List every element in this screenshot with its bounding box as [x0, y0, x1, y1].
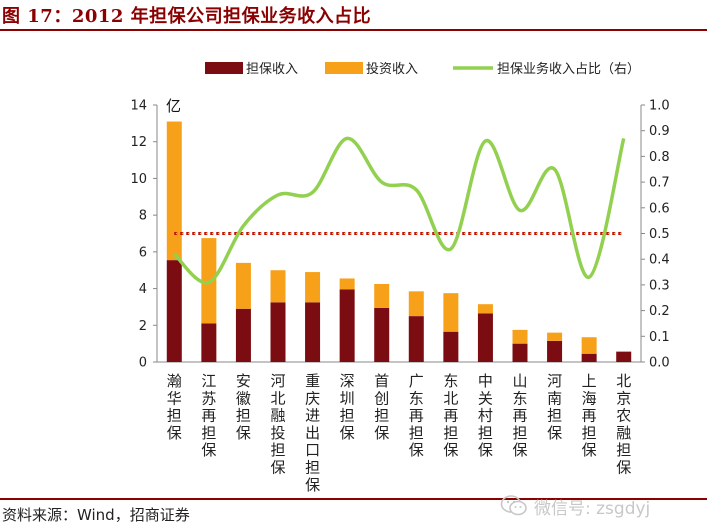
right-tick-label: 0.9 [649, 124, 670, 139]
right-tick-label: 0.5 [649, 227, 670, 242]
legend-label-investment: 投资收入 [366, 61, 418, 77]
bar-guarantee-income [201, 323, 217, 362]
bar-guarantee-income [547, 340, 563, 362]
category-label: 安徽担保 [236, 372, 251, 442]
bar-guarantee-income [339, 289, 355, 362]
bar-investment-income [339, 278, 355, 290]
category-label: 中关村担保 [478, 372, 493, 459]
left-tick-label: 2 [139, 319, 147, 334]
source-divider [0, 498, 707, 500]
left-tick-label: 14 [130, 99, 147, 114]
chart-legend: 担保收入 投资收入 担保业务收入占比（右） [205, 61, 640, 77]
bar-investment-income [616, 350, 632, 352]
category-label: 广东再担保 [409, 372, 424, 459]
bar-guarantee-income [408, 316, 424, 362]
category-label: 首创担保 [374, 372, 389, 442]
bar-guarantee-income [616, 351, 632, 362]
bar-investment-income [166, 121, 182, 261]
right-tick-label: 0.1 [649, 330, 670, 345]
legend-swatch-guarantee [205, 62, 243, 74]
right-tick-label: 0.3 [649, 278, 670, 293]
category-label: 河北融投担保 [270, 372, 285, 477]
chart-bars [166, 121, 632, 362]
watermark-text: 微信号: zsgdyj [534, 498, 651, 519]
category-label: 深圳担保 [340, 372, 355, 442]
ratio-line-group [173, 136, 626, 285]
bar-investment-income [547, 332, 563, 341]
category-label: 河南担保 [547, 372, 562, 442]
bar-investment-income [270, 270, 286, 303]
bar-guarantee-income [443, 331, 459, 362]
title-divider [0, 29, 707, 31]
category-labels: 瀚华担保 江苏再担保 安徽担保 河北融投担保 重庆进出口担保 深圳担保 首创担保 广东再担保 东… [167, 372, 631, 494]
left-tick-label: 0 [139, 356, 147, 371]
right-tick-label: 1.0 [649, 99, 670, 114]
bar-guarantee-income [512, 343, 528, 362]
category-label: 北京农融担保 [616, 372, 631, 477]
right-tick-label: 0.0 [649, 356, 670, 371]
bar-guarantee-income [581, 353, 597, 362]
chart-canvas: 担保收入 投资收入 担保业务收入占比（右） 亿 0 2 4 6 8 10 12 14 0.0 0.… [130, 61, 669, 494]
watermark: 微信号: zsgdyj [500, 486, 705, 526]
category-label: 上海再担保 [582, 372, 597, 459]
bar-investment-income [477, 304, 493, 314]
left-tick-label: 12 [130, 135, 147, 150]
category-label: 重庆进出口担保 [305, 372, 320, 494]
category-label: 东北再担保 [443, 372, 458, 459]
legend-label-ratio: 担保业务收入占比（右） [497, 61, 640, 77]
bar-investment-income [443, 293, 459, 332]
right-tick-label: 0.4 [649, 253, 670, 268]
category-label: 瀚华担保 [167, 372, 182, 442]
wechat-icon [500, 495, 527, 516]
y-unit-label: 亿 [166, 97, 181, 115]
bar-investment-income [374, 283, 390, 308]
bar-guarantee-income [305, 302, 321, 362]
left-tick-label: 4 [139, 282, 147, 297]
category-label: 江苏再担保 [201, 372, 216, 459]
right-tick-label: 0.7 [649, 176, 670, 191]
figure-title: 图 17：2012 年担保公司担保业务收入占比 [2, 6, 372, 27]
chart-axes: 0 2 4 6 8 10 12 14 0.0 0.1 0.2 0.3 0.4 0.5 0.6 0.7 0.8 0.… [130, 99, 669, 371]
legend-swatch-investment [325, 62, 363, 74]
bar-investment-income [512, 329, 528, 344]
right-tick-label: 0.6 [649, 201, 670, 216]
ratio-line [173, 136, 626, 285]
left-tick-label: 8 [139, 209, 147, 224]
left-tick-label: 10 [130, 172, 147, 187]
source-note: 资料来源：Wind，招商证券 [2, 506, 190, 524]
bar-guarantee-income [477, 313, 493, 362]
bar-investment-income [581, 337, 597, 354]
category-label: 山东再担保 [512, 372, 527, 459]
bar-guarantee-income [374, 307, 390, 362]
bar-guarantee-income [235, 308, 251, 362]
bar-investment-income [305, 272, 321, 303]
figure-header: 图 17：2012 年担保公司担保业务收入占比 [0, 0, 707, 31]
bar-investment-income [408, 291, 424, 317]
bar-guarantee-income [166, 260, 182, 362]
right-tick-label: 0.2 [649, 304, 670, 319]
left-tick-label: 6 [139, 245, 147, 260]
legend-label-guarantee: 担保收入 [246, 62, 298, 77]
bar-investment-income [235, 262, 251, 309]
bar-guarantee-income [270, 302, 286, 362]
right-tick-label: 0.8 [649, 150, 670, 165]
